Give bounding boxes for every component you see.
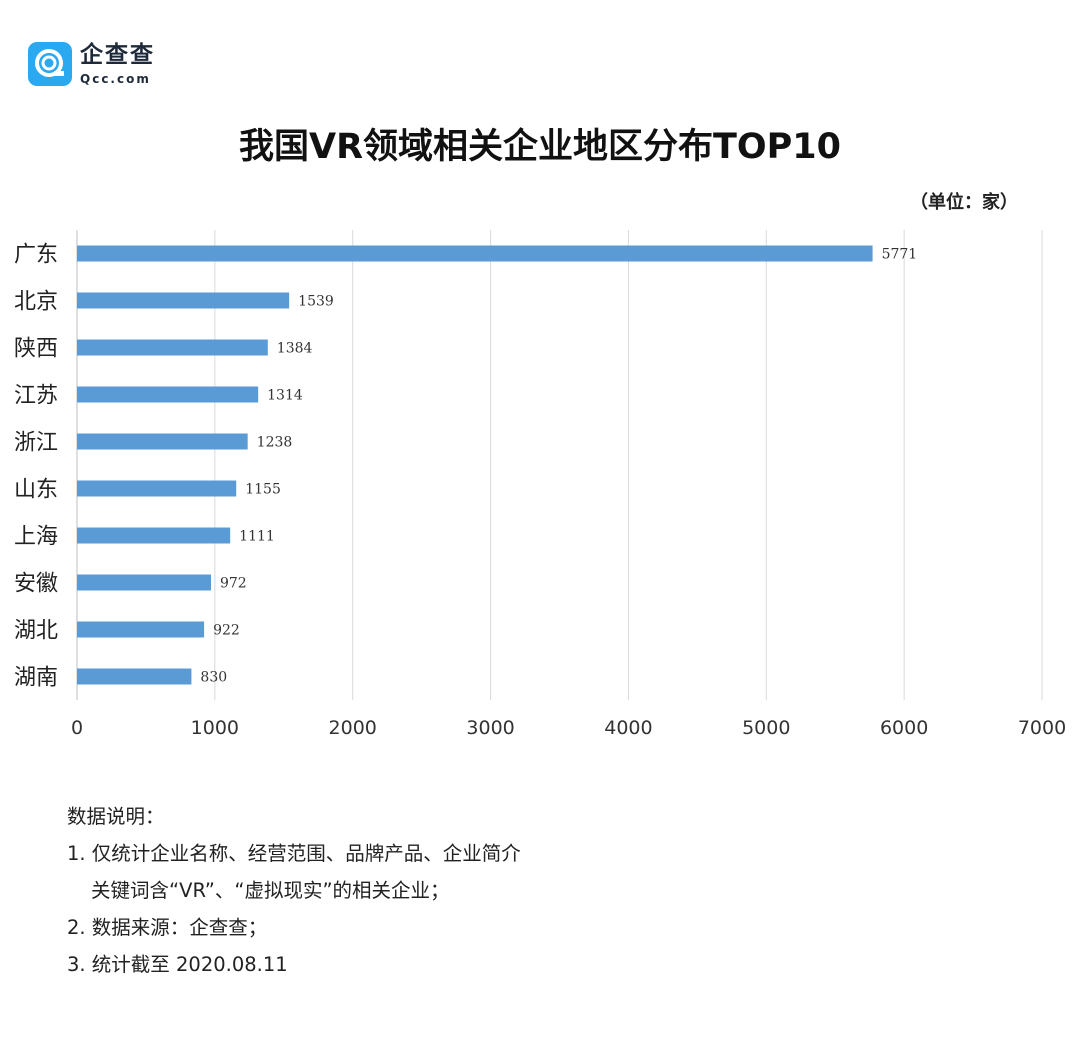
value-label: 1314 <box>267 388 303 404</box>
x-tick-label: 5000 <box>742 717 790 739</box>
category-label: 湖南 <box>14 666 58 691</box>
note-line-3: 3. 统计截至 2020.08.11 <box>67 953 288 976</box>
category-label: 北京 <box>14 290 58 315</box>
note-line-1: 1. 仅统计企业名称、经营范围、品牌产品、企业简介 <box>67 842 521 865</box>
bar-9 <box>77 668 192 685</box>
category-label: 江苏 <box>14 384 58 409</box>
x-tick-label: 0 <box>71 717 83 739</box>
note-line-2: 2. 数据来源：企查查； <box>67 916 268 939</box>
bar-6 <box>77 527 231 544</box>
value-label: 1539 <box>298 294 334 310</box>
x-tick-label: 2000 <box>329 717 377 739</box>
x-tick-label: 6000 <box>880 717 928 739</box>
value-label: 5771 <box>882 247 918 263</box>
bar-2 <box>77 339 268 356</box>
x-tick-label: 4000 <box>604 717 652 739</box>
bar-5 <box>77 480 237 497</box>
note-line-1-continued: 关键词含“VR”、“虚拟现实”的相关企业； <box>91 879 450 902</box>
category-label: 浙江 <box>14 431 58 456</box>
bar-0 <box>77 245 873 262</box>
category-label: 陕西 <box>14 337 58 362</box>
bar-3 <box>77 386 259 403</box>
value-label: 1111 <box>239 529 275 545</box>
logo-domain: Qcc.com <box>80 71 151 86</box>
category-label: 湖北 <box>14 619 58 644</box>
value-label: 1238 <box>257 435 293 451</box>
value-label: 922 <box>213 623 240 639</box>
value-label: 830 <box>200 670 227 686</box>
bar-1 <box>77 292 290 309</box>
value-label: 1155 <box>245 482 281 498</box>
x-tick-label: 7000 <box>1018 717 1066 739</box>
qcc-logo: 企查查 Qcc.com <box>28 42 155 86</box>
qcc-q-logo-icon <box>28 42 72 86</box>
data-notes: 数据说明： 1. 仅统计企业名称、经营范围、品牌产品、企业简介 关键词含“VR”… <box>67 798 521 983</box>
category-label: 山东 <box>14 478 58 503</box>
bar-8 <box>77 621 205 638</box>
logo-name: 企查查 <box>80 41 155 68</box>
bar-chart: 0 1000 2000 3000 4000 5000 6000 7000 广东 5771 北京 153… <box>14 230 1066 739</box>
value-label: 972 <box>220 576 247 592</box>
bar-7 <box>77 574 211 591</box>
x-tick-label: 1000 <box>191 717 239 739</box>
category-label: 安徽 <box>14 572 58 597</box>
bar-4 <box>77 433 248 450</box>
value-label: 1384 <box>277 341 313 357</box>
x-tick-label: 3000 <box>466 717 514 739</box>
chart-title: 我国VR领域相关企业地区分布TOP10 <box>238 127 842 167</box>
unit-label: （单位：家） <box>910 192 1018 213</box>
notes-heading: 数据说明： <box>67 805 165 828</box>
category-label: 广东 <box>14 243 58 268</box>
category-label: 上海 <box>14 525 58 550</box>
